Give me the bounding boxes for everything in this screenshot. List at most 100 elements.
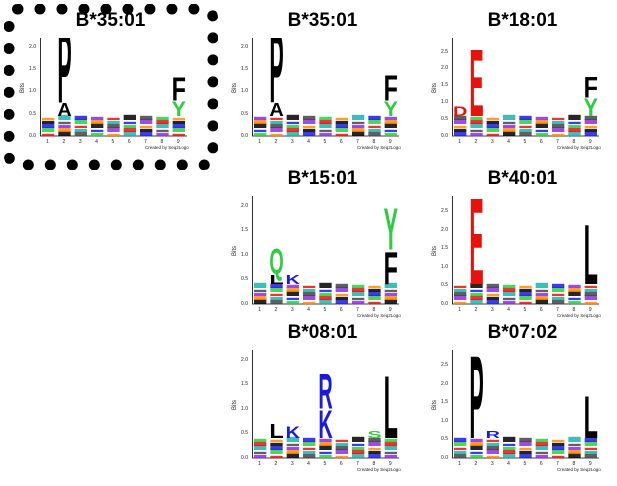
minor-residue-mark	[107, 120, 120, 124]
minor-residue-mark	[303, 453, 316, 458]
x-tick-label: 5	[523, 461, 527, 467]
minor-residue-mark	[58, 127, 71, 132]
x-tick-label: 1	[258, 307, 261, 313]
panel-title: B*07:02	[487, 322, 558, 343]
minor-residue-mark	[42, 133, 55, 136]
minor-residue-mark	[454, 285, 467, 288]
minor-residue-mark	[552, 126, 565, 132]
x-tick-label: 7	[356, 307, 359, 313]
y-tick-label: 1.5	[29, 66, 36, 73]
x-tick-label: 3	[290, 139, 294, 145]
minor-residue-mark	[584, 450, 597, 454]
minor-residue-mark	[368, 453, 381, 458]
minor-residue-mark	[584, 453, 597, 458]
minor-residue-mark	[486, 126, 499, 132]
minor-residue-mark	[384, 454, 397, 458]
minor-residue-mark	[503, 130, 516, 136]
minor-residue-mark	[156, 132, 169, 136]
minor-residue-mark	[552, 448, 565, 454]
panel-title: B*08:01	[287, 322, 358, 343]
minor-residue-mark	[470, 129, 483, 132]
residue-letter-l: L	[269, 421, 283, 443]
logo-panel-p5: B*08:01 Bits 2.0 1.5 1.0 0.5 0.0 S K L K R L 1 2 3 4 5 6 7 8…	[230, 322, 415, 482]
minor-residue-mark	[519, 450, 532, 454]
minor-residue-mark	[254, 119, 267, 124]
minor-residue-mark	[535, 451, 548, 454]
minor-residue-mark	[519, 453, 532, 458]
minor-residue-mark	[454, 437, 467, 442]
minor-residue-mark	[470, 298, 483, 304]
minor-residue-mark	[503, 443, 516, 446]
minor-residue-mark	[454, 125, 467, 128]
minor-residue-mark	[303, 118, 316, 124]
minor-residue-mark	[270, 117, 283, 120]
y-tick-label: 2.5	[441, 207, 448, 214]
minor-residue-mark	[58, 130, 71, 136]
minor-residue-mark	[535, 298, 548, 304]
residue-letter-y: Y	[384, 196, 398, 263]
minor-residue-mark	[503, 284, 516, 288]
minor-residue-mark	[303, 115, 316, 120]
minor-residue-mark	[335, 133, 348, 136]
minor-residue-mark	[503, 114, 516, 120]
minor-residue-mark	[568, 287, 581, 292]
x-tick-label: 9	[588, 307, 592, 313]
x-tick-label: 3	[290, 461, 294, 467]
minor-residue-mark	[503, 297, 516, 300]
y-tick-label: 1.0	[29, 88, 36, 95]
minor-residue-mark	[286, 446, 299, 450]
minor-residue-mark	[352, 130, 365, 136]
residue-letter-k: K	[286, 423, 300, 442]
minor-residue-mark	[552, 293, 565, 296]
x-tick-label: 2	[474, 307, 478, 313]
y-tick-label: 1.0	[241, 405, 248, 412]
x-tick-label: 7	[556, 307, 559, 313]
sequence-logo: A YF P	[252, 38, 399, 137]
minor-residue-mark	[58, 121, 71, 124]
minor-residue-mark	[368, 285, 381, 288]
minor-residue-mark	[454, 118, 467, 124]
minor-residue-mark	[172, 120, 185, 124]
panel-title: B*40:01	[487, 168, 558, 189]
logo-panel-p1: B*35:01 Bits 2.0 1.5 1.0 0.5 0.0 A Y F P 1 2 3 4 5 6 7 8 9 C…	[230, 10, 415, 160]
x-tick-label: 6	[127, 139, 131, 145]
minor-residue-mark	[140, 115, 153, 120]
minor-residue-mark	[519, 291, 532, 296]
highlight-border	[4, 4, 218, 170]
minor-residue-mark	[303, 440, 316, 446]
minor-residue-mark	[42, 126, 55, 132]
minor-residue-mark	[352, 436, 365, 442]
minor-residue-mark	[286, 297, 299, 300]
minor-residue-mark	[319, 119, 332, 124]
minor-residue-mark	[584, 128, 597, 132]
minor-residue-mark	[352, 121, 365, 124]
minor-residue-mark	[584, 447, 597, 450]
x-tick-label: 1	[458, 461, 461, 467]
minor-residue-mark	[254, 122, 267, 128]
x-tick-label: 9	[588, 139, 592, 145]
residue-letter-f: F	[384, 242, 398, 294]
y-tick-label: 2.0	[441, 65, 448, 72]
minor-residue-mark	[74, 118, 87, 124]
minor-residue-mark	[584, 288, 597, 292]
credit-text: Created by Seq2Logo	[557, 145, 601, 150]
minor-residue-mark	[486, 296, 499, 300]
minor-residue-mark	[303, 128, 316, 132]
y-tick-label: 1.5	[241, 227, 248, 234]
minor-residue-mark	[172, 123, 185, 128]
minor-residue-mark	[335, 123, 348, 128]
x-tick-label: 8	[572, 139, 576, 145]
minor-residue-mark	[107, 123, 120, 128]
x-tick-label: 9	[388, 307, 392, 313]
minor-residue-mark	[470, 282, 483, 288]
y-tick-label: 0.5	[241, 276, 248, 283]
minor-residue-mark	[552, 286, 565, 292]
minor-residue-mark	[368, 131, 381, 136]
minor-residue-mark	[584, 125, 597, 128]
minor-residue-mark	[42, 123, 55, 128]
minor-residue-mark	[568, 449, 581, 454]
x-tick-label: 5	[323, 461, 327, 467]
y-tick-label: 1.5	[441, 82, 448, 89]
y-tick-label: 2.0	[441, 380, 448, 387]
minor-residue-mark	[584, 118, 597, 124]
